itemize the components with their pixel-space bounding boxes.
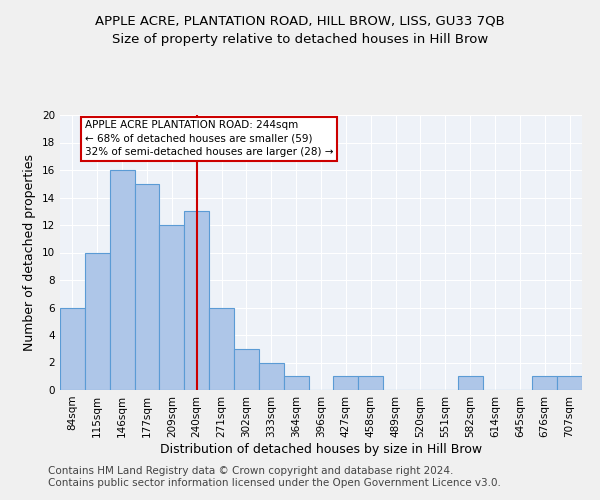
Bar: [160, 225, 184, 390]
Bar: [134, 184, 160, 390]
Text: APPLE ACRE, PLANTATION ROAD, HILL BROW, LISS, GU33 7QB: APPLE ACRE, PLANTATION ROAD, HILL BROW, …: [95, 15, 505, 28]
Text: APPLE ACRE PLANTATION ROAD: 244sqm
← 68% of detached houses are smaller (59)
32%: APPLE ACRE PLANTATION ROAD: 244sqm ← 68%…: [85, 120, 334, 157]
X-axis label: Distribution of detached houses by size in Hill Brow: Distribution of detached houses by size …: [160, 442, 482, 456]
Bar: [209, 308, 234, 390]
Bar: [358, 376, 383, 390]
Bar: [85, 252, 110, 390]
Bar: [532, 376, 557, 390]
Bar: [458, 376, 482, 390]
Text: Contains HM Land Registry data © Crown copyright and database right 2024.
Contai: Contains HM Land Registry data © Crown c…: [48, 466, 501, 487]
Bar: [184, 211, 209, 390]
Bar: [334, 376, 358, 390]
Bar: [259, 362, 284, 390]
Bar: [557, 376, 582, 390]
Y-axis label: Number of detached properties: Number of detached properties: [23, 154, 37, 351]
Bar: [110, 170, 134, 390]
Text: Size of property relative to detached houses in Hill Brow: Size of property relative to detached ho…: [112, 32, 488, 46]
Bar: [60, 308, 85, 390]
Bar: [234, 349, 259, 390]
Bar: [284, 376, 308, 390]
